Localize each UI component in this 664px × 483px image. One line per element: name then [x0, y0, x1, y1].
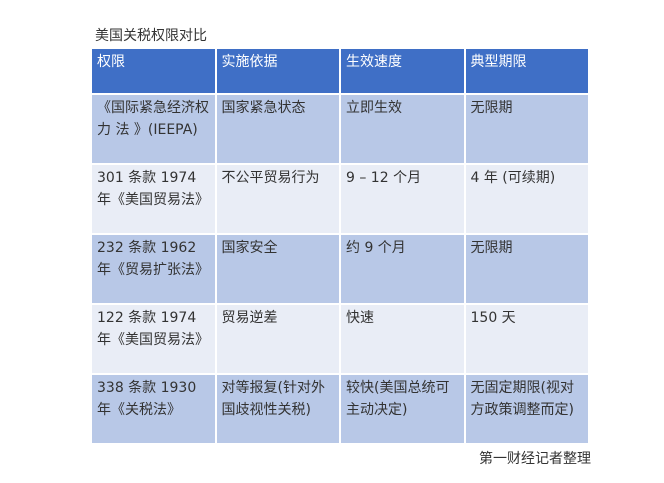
table-cell: 4 年 (可续期)	[465, 165, 588, 233]
table-cell: 立即生效	[341, 95, 464, 163]
table-cell: 不公平贸易行为	[216, 165, 339, 233]
table-row: 122 条款 1974 年《美国贸易法》 贸易逆差 快速 150 天	[92, 305, 588, 373]
header-cell: 实施依据	[216, 49, 339, 93]
table-cell: 122 条款 1974 年《美国贸易法》	[92, 305, 215, 373]
table-cell: 快速	[341, 305, 464, 373]
table-cell: 贸易逆差	[216, 305, 339, 373]
table-cell: 338 条款 1930 年《关税法》	[92, 375, 215, 443]
header-cell: 生效速度	[341, 49, 464, 93]
table-cell: 无固定期限(视对方政策调整而定)	[465, 375, 588, 443]
table-title: 美国关税权限对比	[95, 28, 207, 44]
table-cell: 无限期	[465, 235, 588, 303]
source-note: 第一财经记者整理	[479, 451, 591, 467]
table-row: 301 条款 1974 年《美国贸易法》 不公平贸易行为 9 – 12 个月 4…	[92, 165, 588, 233]
table-row: 232 条款 1962 年《贸易扩张法》 国家安全 约 9 个月 无限期	[92, 235, 588, 303]
table-cell: 301 条款 1974 年《美国贸易法》	[92, 165, 215, 233]
table-cell: 无限期	[465, 95, 588, 163]
table-cell: 150 天	[465, 305, 588, 373]
header-row: 权限 实施依据 生效速度 典型期限	[92, 49, 588, 93]
table-cell: 国家紧急状态	[216, 95, 339, 163]
table-cell: 对等报复(针对外国歧视性关税)	[216, 375, 339, 443]
table-cell: 约 9 个月	[341, 235, 464, 303]
table-cell: 9 – 12 个月	[341, 165, 464, 233]
table-row: 338 条款 1930 年《关税法》 对等报复(针对外国歧视性关税) 较快(美国…	[92, 375, 588, 443]
comparison-table: 权限 实施依据 生效速度 典型期限 《国际紧急经济权 力 法 》(IEEPA) …	[90, 47, 590, 445]
table-cell: 国家安全	[216, 235, 339, 303]
header-cell: 典型期限	[465, 49, 588, 93]
table-row: 《国际紧急经济权 力 法 》(IEEPA) 国家紧急状态 立即生效 无限期	[92, 95, 588, 163]
table-cell: 较快(美国总统可主动决定)	[341, 375, 464, 443]
header-cell: 权限	[92, 49, 215, 93]
table-cell: 232 条款 1962 年《贸易扩张法》	[92, 235, 215, 303]
table-cell: 《国际紧急经济权 力 法 》(IEEPA)	[92, 95, 215, 163]
